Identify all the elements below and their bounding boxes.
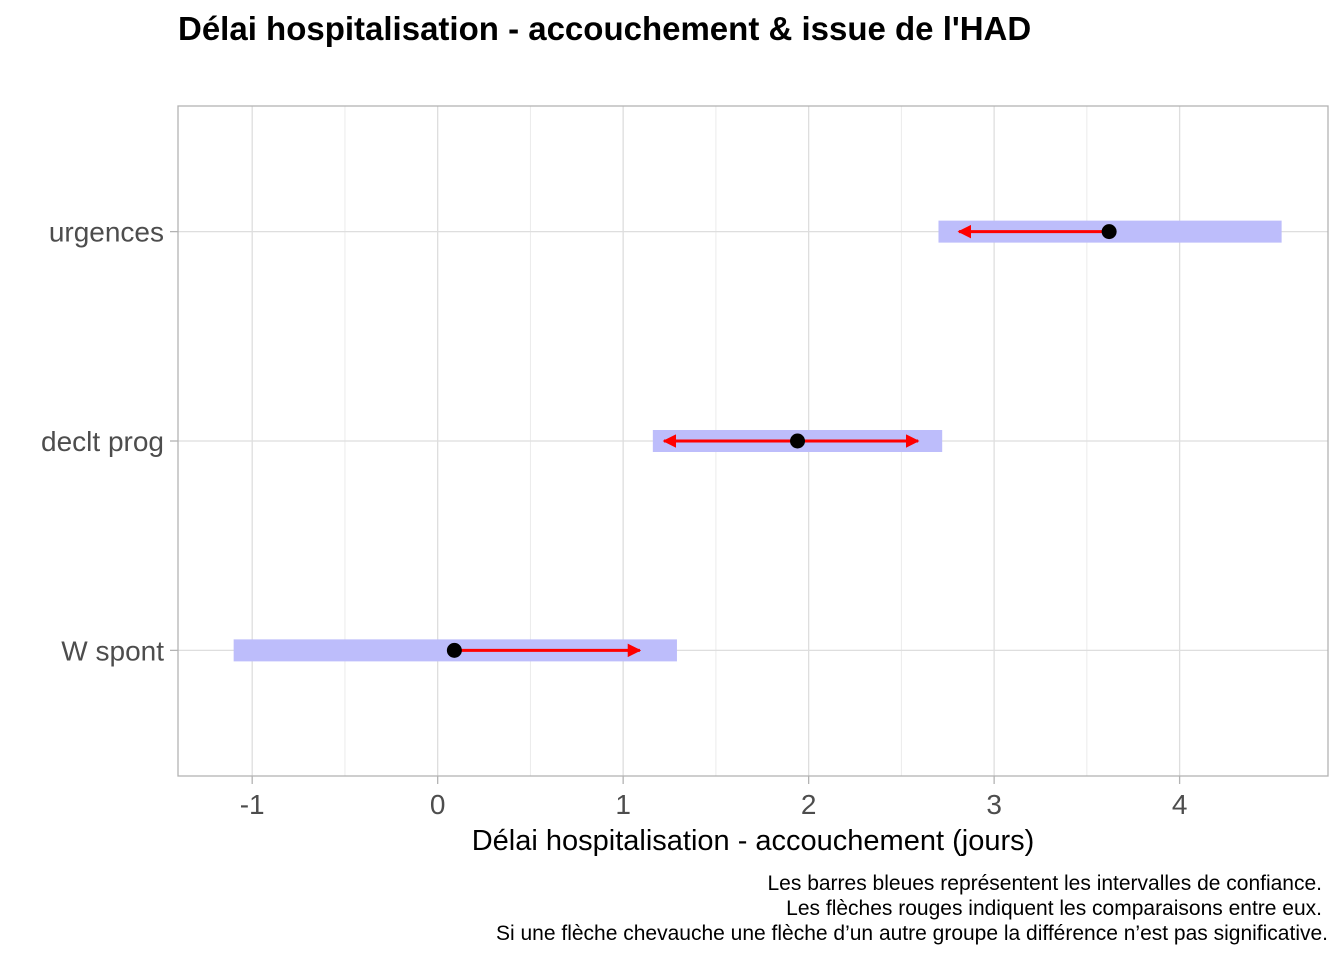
y-tick-label: W spont	[61, 635, 164, 666]
estimate-point	[1101, 224, 1117, 240]
chart-title: Délai hospitalisation - accouchement & i…	[178, 10, 1031, 47]
x-tick-label: 4	[1172, 789, 1188, 820]
x-axis: -1 0 1 2 3 4	[240, 776, 1188, 820]
x-tick-label: -1	[240, 789, 265, 820]
y-tick-label: declt prog	[41, 426, 164, 457]
y-axis: W spont declt prog urgences	[41, 217, 178, 666]
grid-major	[178, 106, 1328, 776]
x-tick-label: 3	[986, 789, 1002, 820]
estimate-points	[446, 224, 1117, 658]
x-tick-label: 0	[430, 789, 446, 820]
caption-line-1: Les barres bleues représentent les inter…	[768, 872, 1323, 895]
comparison-arrows	[454, 224, 1110, 658]
caption-line-3: Si une flèche chevauche une flèche d’un …	[496, 922, 1328, 945]
x-axis-title: Délai hospitalisation - accouchement (jo…	[472, 825, 1035, 857]
x-tick-label: 1	[615, 789, 631, 820]
y-tick-label: urgences	[49, 217, 164, 248]
caption: Les barres bleues représentent les inter…	[496, 872, 1328, 945]
estimate-point	[446, 642, 462, 658]
caption-line-2: Les flèches rouges indiquent les compara…	[786, 897, 1322, 920]
x-tick-label: 2	[801, 789, 817, 820]
estimate-point	[790, 433, 806, 449]
